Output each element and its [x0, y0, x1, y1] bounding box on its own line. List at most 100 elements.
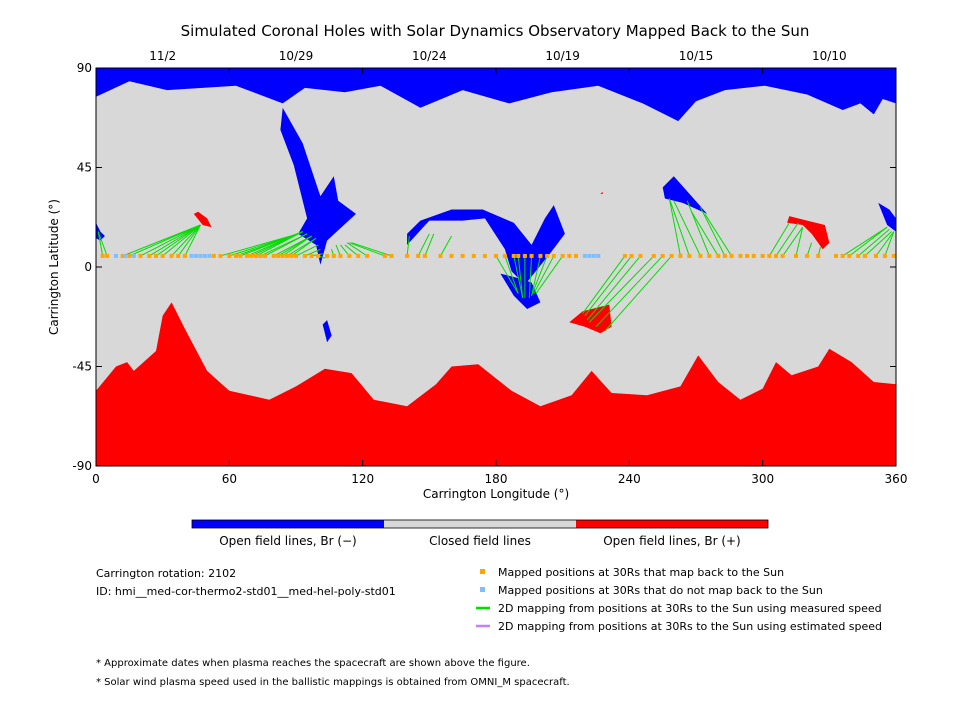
mapped-point — [669, 253, 674, 258]
unmapped-point — [189, 253, 194, 258]
mapped-point — [249, 253, 254, 258]
carrington-rotation: Carrington rotation: 2102 — [96, 567, 236, 580]
x-axis-label: Carrington Longitude (°) — [423, 487, 569, 501]
mapping-line — [255, 231, 303, 257]
open-negative-region — [662, 176, 708, 214]
mapped-point — [651, 253, 656, 258]
legend-label: 2D mapping from positions at 30Rs to the… — [498, 620, 882, 633]
mapping-line — [162, 224, 201, 257]
mapped-point — [258, 253, 263, 258]
date-tick-label: 10/29 — [279, 49, 314, 63]
mapped-point — [331, 253, 336, 258]
mapped-point — [745, 253, 750, 258]
mapping-line — [282, 235, 312, 257]
note-dates: * Approximate dates when plasma reaches … — [96, 658, 530, 669]
open-negative-region — [96, 68, 896, 122]
mapping-line — [440, 235, 452, 257]
mapping-line — [291, 237, 317, 257]
mapped-point — [774, 253, 778, 258]
mapped-point — [438, 253, 443, 258]
mapping-line — [517, 255, 524, 299]
chart-title: Simulated Coronal Holes with Solar Dynam… — [181, 22, 810, 40]
mapped-point — [356, 253, 361, 258]
mapped-point — [882, 253, 887, 258]
mapped-point — [316, 253, 321, 258]
mapped-point — [182, 253, 187, 258]
mapped-point — [511, 253, 516, 258]
mapping-line — [177, 224, 201, 257]
x-tick-label: 60 — [222, 472, 237, 486]
mapped-point — [338, 253, 343, 258]
mapping-line — [129, 224, 201, 257]
mapped-point — [449, 253, 454, 258]
unmapped-point — [207, 253, 212, 258]
mapped-point — [494, 253, 498, 258]
legend-swatch — [480, 569, 485, 574]
mapped-point — [891, 253, 896, 258]
mapped-point — [105, 253, 110, 258]
y-tick-label: 90 — [77, 61, 92, 75]
open-positive-region — [96, 302, 896, 466]
unmapped-point — [194, 253, 198, 258]
colorbar-label: Open field lines, Br (+) — [603, 534, 741, 548]
date-tick-label: 10/19 — [545, 49, 580, 63]
mapped-point — [276, 253, 281, 258]
mapping-line — [884, 231, 895, 257]
measured-mapping-lines — [97, 198, 895, 332]
mapping-line — [686, 200, 710, 257]
mapped-point — [751, 253, 756, 258]
mapping-line — [349, 242, 386, 257]
mapped-point — [816, 253, 821, 258]
mapped-point — [160, 253, 165, 258]
unmapped-point — [587, 253, 592, 258]
mapping-line — [704, 213, 732, 257]
mapped-point — [794, 253, 798, 258]
mapping-line — [782, 226, 804, 257]
open-negative-region — [878, 202, 896, 232]
y-axis-label: Carrington Latitude (°) — [47, 199, 61, 335]
mapped-point — [271, 253, 276, 258]
mapped-point — [389, 253, 394, 258]
open-field-positive-regions — [96, 191, 896, 466]
x-tick-label: 0 — [92, 472, 100, 486]
unmapped-point — [202, 253, 207, 258]
mapped-point — [218, 253, 223, 258]
mapped-point — [245, 253, 250, 258]
mapped-point — [738, 253, 743, 258]
mapped-point — [687, 253, 692, 258]
mapped-point — [780, 253, 785, 258]
mapping-line — [588, 255, 655, 323]
mapped-point — [138, 253, 143, 258]
mapped-point — [716, 253, 721, 258]
plot-area — [95, 67, 897, 467]
date-tick-label: 10/15 — [679, 49, 714, 63]
mapped-point — [629, 253, 634, 258]
mapping-line — [595, 255, 664, 328]
mapped-point — [227, 253, 232, 258]
mapping-line — [417, 233, 430, 257]
mapped-point — [294, 253, 298, 258]
legend-label: 2D mapping from positions at 30Rs to the… — [498, 602, 882, 615]
mapping-line — [586, 255, 641, 321]
date-tick-label: 10/24 — [412, 49, 447, 63]
mapped-point — [262, 253, 267, 258]
colorbar-segment — [576, 520, 768, 528]
mapping-line — [533, 255, 555, 294]
mapped-point — [176, 253, 181, 258]
mapped-point — [482, 253, 487, 258]
mapped-point — [280, 253, 285, 258]
open-positive-region — [569, 304, 612, 334]
mapping-line — [97, 231, 108, 257]
mapped-point — [805, 253, 810, 258]
mapping-line — [849, 226, 888, 257]
y-tick-label: -45 — [72, 360, 92, 374]
open-negative-region — [407, 205, 565, 285]
open-negative-region — [280, 107, 356, 265]
mapping-line — [424, 233, 435, 257]
mapping-line — [842, 226, 888, 257]
mapping-line — [344, 244, 359, 257]
mapped-point — [325, 253, 330, 258]
x-tick-label: 180 — [485, 472, 508, 486]
mapped-point — [862, 253, 867, 258]
